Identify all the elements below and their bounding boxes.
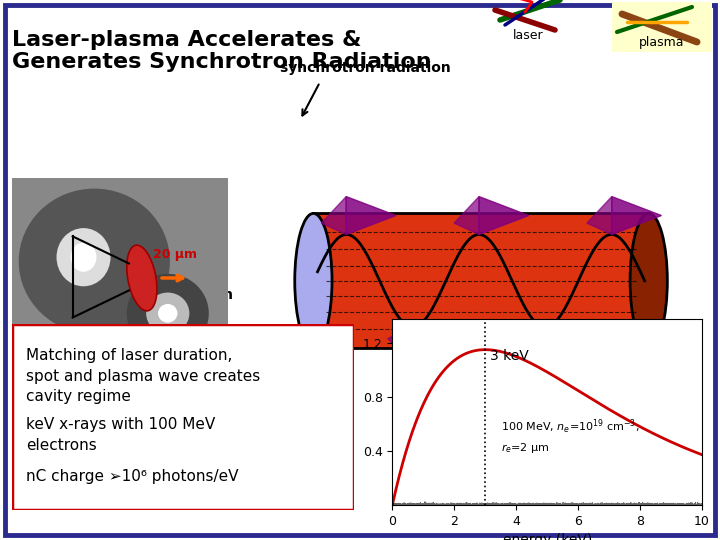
Text: Nature: Nature [73, 277, 109, 287]
Text: Generates Synchrotron Radiation: Generates Synchrotron Radiation [12, 52, 431, 72]
Polygon shape [346, 197, 396, 234]
Bar [612, 2, 712, 52]
Text: nC charge ➢10⁶ photons/eV: nC charge ➢10⁶ photons/eV [26, 469, 238, 484]
Ellipse shape [146, 293, 189, 334]
Text: electrons: electrons [26, 437, 96, 453]
Polygon shape [321, 197, 346, 234]
Text: Laser-plasma Accelerates &: Laser-plasma Accelerates & [12, 30, 361, 50]
Text: spot and plasma wave creates: spot and plasma wave creates [26, 369, 260, 384]
Bar [313, 213, 649, 348]
Polygon shape [479, 197, 528, 234]
Ellipse shape [19, 188, 170, 334]
Polygon shape [587, 197, 612, 234]
Polygon shape [612, 197, 662, 234]
Polygon shape [454, 197, 479, 234]
Text: keV x-rays with 100 MeV: keV x-rays with 100 MeV [26, 417, 215, 432]
Ellipse shape [630, 213, 667, 348]
Text: synchrotron radiation: synchrotron radiation [280, 61, 451, 75]
Polygon shape [521, 327, 545, 365]
Ellipse shape [127, 274, 209, 353]
Text: cavity regime: cavity regime [26, 389, 131, 404]
Text: 431:541 2004: 431:541 2004 [100, 277, 176, 287]
Text: radius of curvature ~mm: radius of curvature ~mm [490, 272, 665, 286]
Polygon shape [545, 327, 595, 365]
X-axis label: energy (keV): energy (keV) [503, 533, 592, 540]
Text: 3 keV: 3 keV [490, 349, 528, 363]
Text: PIC after 2 mm propagation: PIC after 2 mm propagation [15, 288, 233, 302]
Text: $r_e$=2 μm: $r_e$=2 μm [501, 441, 549, 455]
Text: 20 μm: 20 μm [153, 248, 197, 261]
Text: 100 MeV, $n_e$=10$^{19}$ cm$^{-3}$,: 100 MeV, $n_e$=10$^{19}$ cm$^{-3}$, [501, 417, 639, 436]
Ellipse shape [71, 242, 96, 272]
Ellipse shape [127, 245, 157, 311]
Ellipse shape [158, 304, 177, 323]
Text: ion core: ion core [23, 357, 79, 370]
Polygon shape [388, 327, 413, 365]
Text: Matching of laser duration,: Matching of laser duration, [26, 348, 233, 363]
Text: Faure et. al.: Faure et. al. [15, 277, 80, 287]
Ellipse shape [294, 213, 332, 348]
Text: plasma: plasma [639, 36, 685, 49]
Text: laser: laser [513, 29, 544, 42]
Ellipse shape [56, 228, 111, 286]
Polygon shape [413, 327, 462, 365]
